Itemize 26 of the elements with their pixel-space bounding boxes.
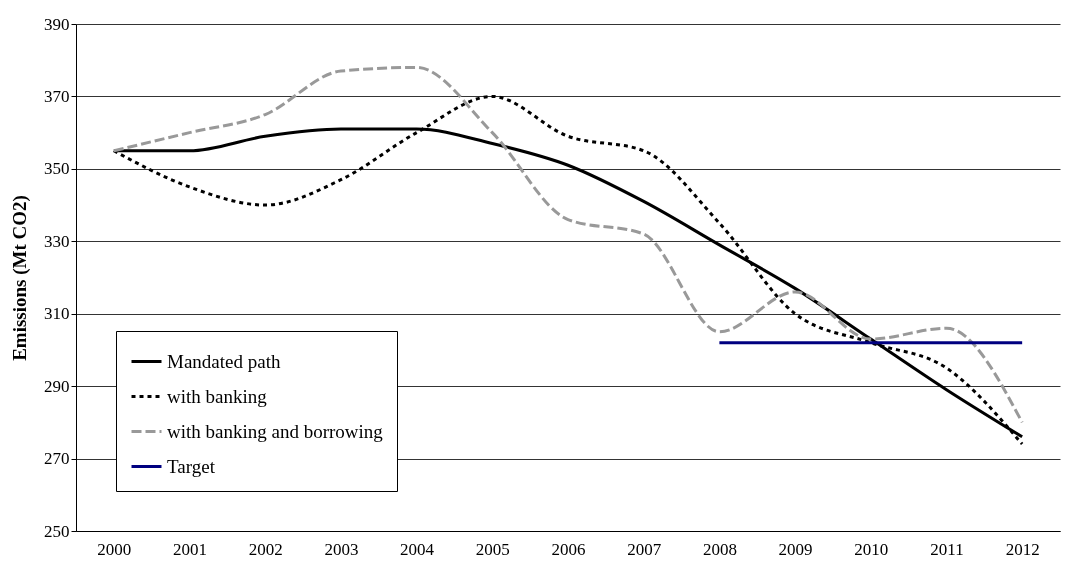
y-tick-label: 250 <box>44 521 70 541</box>
x-tick-label: 2003 <box>324 539 359 559</box>
x-tick-label: 2007 <box>627 539 662 559</box>
x-tick-label: 2009 <box>778 539 813 559</box>
y-tick-label: 370 <box>44 86 70 106</box>
x-tick-label: 2004 <box>400 539 435 559</box>
y-tick-label: 390 <box>44 14 70 34</box>
x-tick-label: 2010 <box>854 539 889 559</box>
legend-label: with banking and borrowing <box>167 420 384 442</box>
y-tick-label: 270 <box>44 449 70 469</box>
y-tick-label: 350 <box>44 159 70 179</box>
x-tick-label: 2000 <box>97 539 132 559</box>
y-tick-label: 310 <box>44 304 70 324</box>
x-tick-label: 2006 <box>551 539 586 559</box>
x-tick-label: 2001 <box>173 539 208 559</box>
legend-label: with banking <box>167 385 268 407</box>
x-tick-label: 2002 <box>248 539 283 559</box>
x-tick-label: 2008 <box>702 539 737 559</box>
y-tick-label: 290 <box>44 376 70 396</box>
legend-label: Target <box>167 455 216 477</box>
x-tick-label: 2012 <box>1005 539 1040 559</box>
x-tick-label: 2011 <box>930 539 964 559</box>
legend-label: Mandated path <box>167 350 281 372</box>
y-tick-label: 330 <box>44 231 70 251</box>
y-axis-title: Emissions (Mt CO2) <box>9 195 31 361</box>
x-tick-label: 2005 <box>475 539 510 559</box>
